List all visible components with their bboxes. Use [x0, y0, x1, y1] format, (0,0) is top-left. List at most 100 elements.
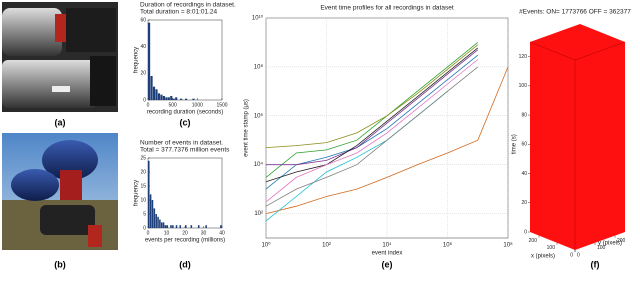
x-tick-label: 0 — [147, 102, 150, 108]
y-tick-label: 10⁶ — [254, 112, 264, 119]
series-line — [265, 44, 479, 148]
x-tick-label: 500 — [168, 102, 177, 108]
bar — [162, 222, 165, 228]
bar — [155, 89, 158, 100]
bar — [185, 225, 187, 228]
series-line — [265, 47, 479, 183]
bar — [172, 225, 174, 228]
panel-label: (b) — [54, 259, 66, 269]
chart-subtitle: Total duration = 8:01:01.24 — [140, 9, 218, 16]
x-tick-label: 10⁶ — [443, 242, 453, 249]
y-axis-label: y (pixels) — [598, 241, 622, 247]
y-axis-label: event time stamp (μs) — [244, 99, 250, 157]
x-tick-label: 1000 — [192, 102, 203, 108]
z-tick-label: 80 — [521, 112, 527, 118]
photo-b — [2, 133, 118, 250]
bar — [152, 86, 156, 100]
series-line — [265, 66, 479, 207]
panel-label: (e) — [382, 259, 393, 269]
y-tick-label: 10² — [254, 211, 263, 217]
bar — [172, 98, 175, 100]
bar — [175, 225, 178, 228]
z-tick-label: 120 — [519, 54, 528, 60]
z-axis-label: time (s) — [512, 134, 518, 154]
series-line — [265, 66, 509, 214]
bar — [157, 93, 161, 100]
chart-title: #Events: ON= 1773766 OFF = 362377 — [519, 9, 631, 16]
bar — [165, 97, 168, 100]
bar — [220, 225, 222, 228]
y-tick-label: 10¹⁰ — [252, 15, 264, 22]
bar — [167, 97, 170, 100]
bar — [179, 225, 181, 228]
x-tick-label: 10 — [164, 230, 170, 236]
z-tick-label: 20 — [521, 200, 527, 206]
bar — [157, 216, 159, 228]
chart-title: Duration of recordings in dataset. — [140, 2, 236, 9]
y-tick-label: 200 — [617, 238, 626, 244]
bar — [180, 98, 183, 100]
photo-a — [2, 2, 118, 112]
y-tick-label: 0 — [143, 97, 146, 103]
x-tick-label: 10⁸ — [503, 242, 513, 249]
y-tick-label: 40 — [140, 44, 146, 50]
y-tick-label: 60 — [140, 17, 146, 23]
series-line — [265, 42, 479, 178]
panel-label: (f) — [591, 259, 600, 269]
chart-subtitle: Total = 377.7376 million events — [140, 147, 230, 154]
x-axis-label: recording duration (seconds) — [147, 110, 223, 116]
chart-title: Event time profiles for all recordings i… — [320, 5, 454, 12]
x-tick-label: 30 — [201, 230, 207, 236]
series-line — [265, 59, 479, 203]
y-tick-label: 20 — [140, 169, 146, 175]
x-tick-label: 0 — [570, 252, 573, 258]
bar — [148, 160, 150, 228]
bar — [170, 225, 172, 228]
x-axis-label: event index — [372, 251, 403, 257]
bar — [205, 225, 207, 228]
series-line — [265, 54, 479, 190]
bar — [151, 200, 154, 228]
bar — [166, 225, 169, 228]
y-tick-label: 20 — [140, 71, 146, 77]
bar — [149, 194, 152, 228]
bar — [148, 22, 151, 101]
plot-area — [147, 19, 223, 101]
bar — [185, 98, 188, 100]
bar — [159, 219, 161, 228]
panel-label: (d) — [179, 259, 191, 269]
panel-label: (c) — [180, 117, 191, 127]
x-tick-label: 10⁴ — [382, 242, 392, 249]
x-tick-label: 10⁰ — [261, 242, 271, 249]
plot-area — [147, 157, 223, 229]
y-tick-label: 100 — [597, 245, 606, 251]
panel-label: (a) — [55, 117, 66, 127]
bar — [150, 76, 153, 100]
bar — [164, 225, 167, 228]
bar — [170, 96, 173, 100]
y-tick-label: 0 — [577, 252, 580, 258]
z-tick-label: 60 — [521, 142, 527, 148]
series-line — [266, 49, 479, 166]
chart-title: Number of events in dataset. — [140, 140, 223, 147]
x-tick-label: 10² — [322, 243, 331, 249]
z-tick-label: 40 — [521, 171, 527, 177]
x-tick-label: 1500 — [216, 102, 227, 108]
x-tick-label: 40 — [219, 230, 225, 236]
bar — [160, 222, 163, 228]
event-volume — [530, 24, 625, 250]
y-tick-label: 10⁸ — [254, 63, 264, 70]
series-line — [265, 90, 448, 222]
x-tick-label: 200 — [529, 238, 538, 244]
x-tick-label: 100 — [547, 245, 556, 251]
bar — [192, 98, 195, 100]
bar — [160, 94, 163, 100]
bar — [155, 214, 157, 228]
bar — [175, 97, 178, 100]
x-axis-label: events per recording (millions) — [145, 238, 225, 244]
y-tick-label: 15 — [140, 183, 146, 189]
bar — [153, 208, 156, 228]
bar — [197, 225, 200, 228]
y-axis-label: frequency — [134, 180, 140, 206]
